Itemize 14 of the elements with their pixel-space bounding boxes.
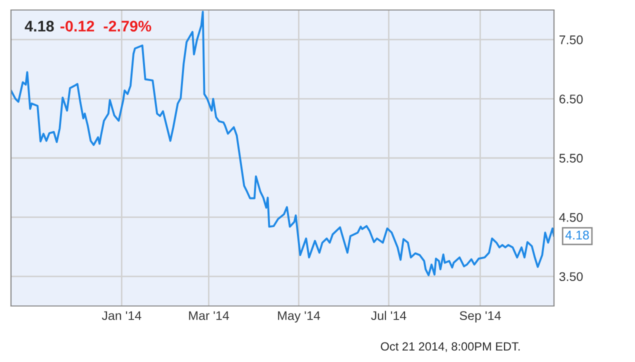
text: Oct 21 2014, 8:00PM EDT. — [380, 342, 520, 352]
y-tick-label: 5.50 — [559, 154, 583, 163]
x-tick-label: Mar '14 — [189, 311, 230, 320]
text: -0.12 -2.79% — [60, 20, 152, 32]
y-tick-label: 7.50 — [560, 35, 583, 44]
y-tick-label: 4.50 — [559, 213, 583, 222]
y-tick-label: 3.50 — [559, 272, 583, 282]
x-tick-label: May '14 — [278, 311, 320, 323]
annotation: 4.18 — [565, 230, 589, 240]
x-tick-label: Jan '14 — [102, 311, 142, 320]
y-tick-label: 6.50 — [559, 94, 583, 104]
x-tick-label: Sep '14 — [460, 311, 501, 323]
x-tick-label: Jul '14 — [371, 310, 406, 320]
text: 4.18 — [24, 20, 54, 32]
